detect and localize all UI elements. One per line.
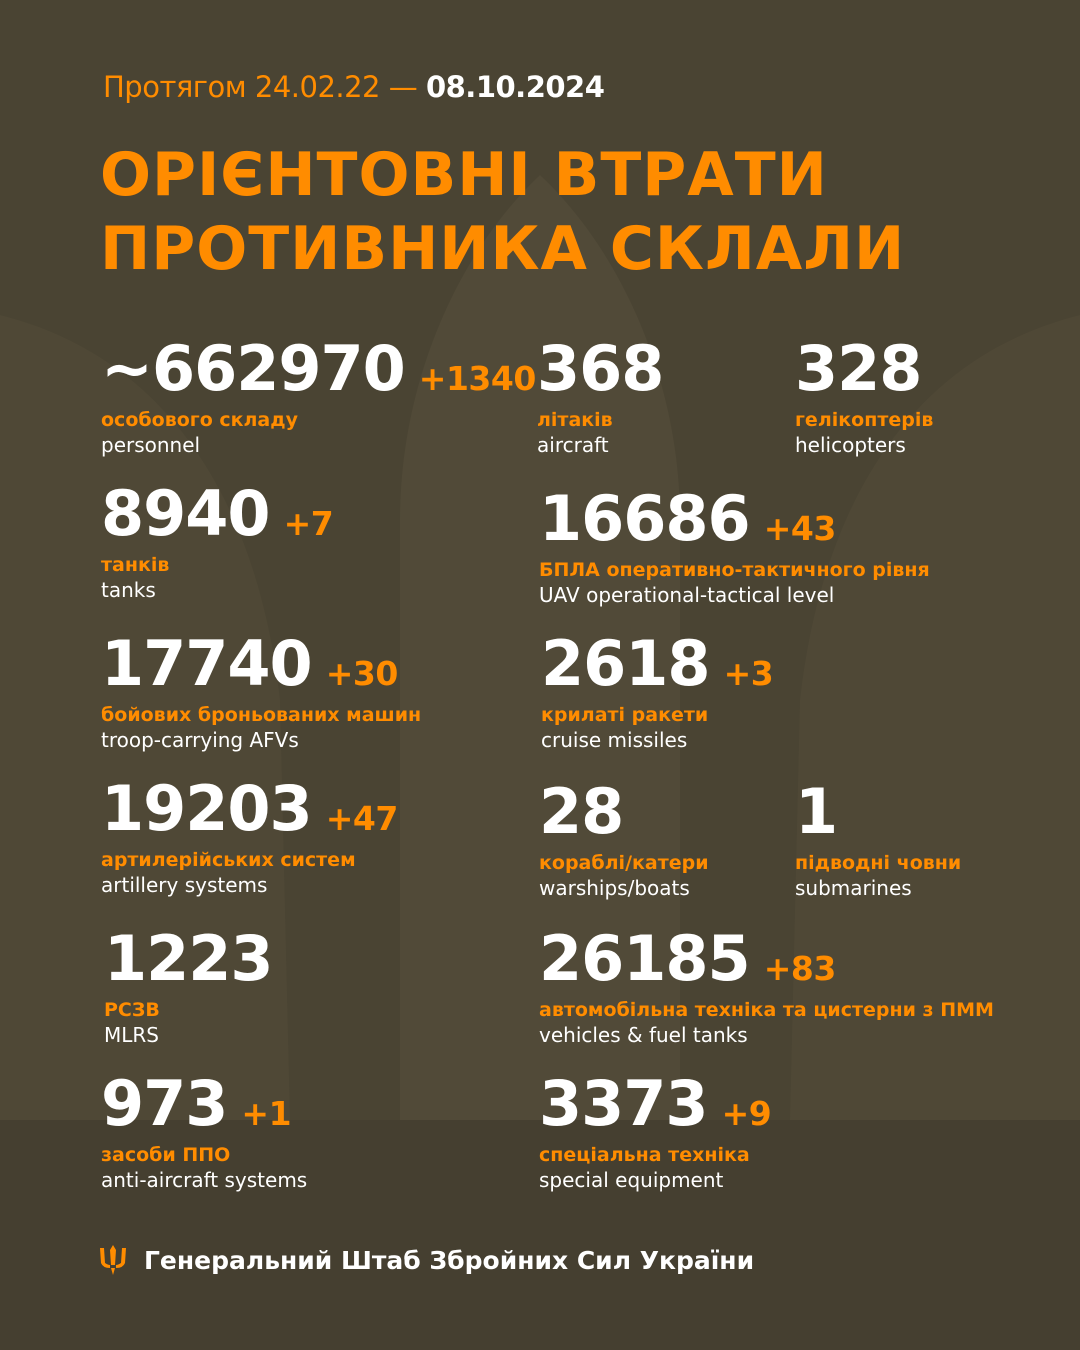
- stat-value-row: 2618 +3: [541, 633, 774, 695]
- stat-tanks: 8940 +7 танків tanks: [101, 483, 334, 603]
- stat-value-row: 16686 +43: [539, 488, 930, 550]
- stat-label-en: vehicles & fuel tanks: [539, 1023, 748, 1047]
- title-line-2: ПРОТИВНИКА СКЛАЛИ: [100, 214, 906, 284]
- stat-submarines: 1 підводні човни submarines: [795, 781, 961, 901]
- stat-value-row: 328: [795, 338, 933, 400]
- footer: Генеральний Штаб Збройних Сил України: [100, 1245, 754, 1275]
- page-title: ОРІЄНТОВНІ ВТРАТИ ПРОТИВНИКА СКЛАЛИ: [100, 138, 905, 286]
- stat-personnel: ~662970 +1340 особового складу personnel: [101, 338, 536, 458]
- stat-value-row: 19203 +47: [101, 778, 398, 840]
- stat-value: 368: [537, 332, 664, 405]
- stat-delta: +7: [283, 504, 334, 543]
- stat-anti-aircraft: 973 +1 засоби ППО anti-aircraft systems: [101, 1073, 307, 1193]
- stat-label-ua: особового складу: [101, 409, 298, 431]
- stat-delta: +43: [763, 509, 837, 548]
- stat-value-row: ~662970 +1340: [101, 338, 536, 400]
- stat-warships: 28 кораблі/катери warships/boats: [539, 781, 709, 901]
- stat-label-ua: гелікоптерів: [795, 409, 934, 431]
- stat-value: 3373: [539, 1067, 709, 1140]
- stat-label-en: UAV operational-tactical level: [539, 583, 835, 607]
- stat-vehicles: 26185 +83 автомобільна техніка та цистерни…: [539, 928, 994, 1048]
- stat-label-en: personnel: [101, 433, 201, 457]
- stat-helicopters: 328 гелікоптерів helicopters: [795, 338, 933, 458]
- period-start: Протягом 24.02.22 —: [103, 70, 418, 104]
- stat-label-ua: РСЗВ: [104, 999, 160, 1021]
- stat-delta: +47: [325, 799, 399, 838]
- stat-label-ua: БПЛА оперативно-тактичного рівня: [539, 559, 930, 581]
- stat-value: 17740: [101, 627, 313, 700]
- stat-value: ~662970: [101, 332, 406, 405]
- stat-value: 2618: [541, 627, 711, 700]
- stat-value: 16686: [539, 482, 751, 555]
- stat-label-ua: танків: [101, 554, 170, 576]
- stat-value-row: 26185 +83: [539, 928, 994, 990]
- stat-value-row: 1223: [104, 928, 274, 990]
- stat-value-row: 1: [795, 781, 961, 843]
- stat-delta: +83: [763, 949, 837, 988]
- stat-label-en: cruise missiles: [541, 728, 688, 752]
- stat-value-row: 8940 +7: [101, 483, 334, 545]
- stat-value: 1223: [104, 922, 274, 995]
- stat-delta: +1340: [418, 359, 537, 398]
- stat-uav: 16686 +43 БПЛА оперативно-тактичного рівня…: [539, 488, 930, 608]
- stat-value-row: 368: [537, 338, 664, 400]
- stat-value: 19203: [101, 772, 313, 845]
- stat-label-en: artillery systems: [101, 873, 268, 897]
- stat-cruise-missiles: 2618 +3 крилаті ракети cruise missiles: [541, 633, 774, 753]
- stat-delta: +9: [721, 1094, 772, 1133]
- stat-label-ua: автомобільна техніка та цистерни з ПММ: [539, 999, 994, 1021]
- stat-label-ua: крилаті ракети: [541, 704, 709, 726]
- stat-label-ua: спеціальна техніка: [539, 1144, 750, 1166]
- stat-label-en: aircraft: [537, 433, 609, 457]
- stat-delta: +30: [325, 654, 399, 693]
- stat-value-row: 28: [539, 781, 709, 843]
- stat-label-en: helicopters: [795, 433, 906, 457]
- stat-value: 26185: [539, 922, 751, 995]
- trident-icon: [100, 1245, 126, 1275]
- stat-label-en: special equipment: [539, 1168, 724, 1192]
- stat-label-ua: підводні човни: [795, 852, 962, 874]
- stat-label-en: troop-carrying AFVs: [101, 728, 299, 752]
- stat-delta: +1: [241, 1094, 292, 1133]
- footer-org-name: Генеральний Штаб Збройних Сил України: [144, 1245, 755, 1275]
- stat-value-row: 3373 +9: [539, 1073, 772, 1135]
- stat-artillery: 19203 +47 артилерійських систем artillery s…: [101, 778, 398, 898]
- stat-value: 973: [101, 1067, 228, 1140]
- stat-value: 8940: [101, 477, 271, 550]
- stat-special-equipment: 3373 +9 спеціальна техніка special equipmen…: [539, 1073, 772, 1193]
- stat-label-en: MLRS: [104, 1023, 159, 1047]
- period-end: 08.10.2024: [425, 70, 605, 104]
- period-subtitle: Протягом 24.02.22 — 08.10.2024: [103, 70, 605, 104]
- stat-label-en: anti-aircraft systems: [101, 1168, 308, 1192]
- stat-value: 328: [795, 332, 922, 405]
- stat-delta: +3: [723, 654, 774, 693]
- stat-mlrs: 1223 РСЗВ MLRS: [104, 928, 274, 1048]
- stat-label-en: tanks: [101, 578, 156, 602]
- stat-value: 1: [795, 775, 838, 848]
- stat-label-ua: кораблі/катери: [539, 852, 709, 874]
- stat-aircraft: 368 літаків aircraft: [537, 338, 664, 458]
- stat-label-ua: артилерійських систем: [101, 849, 356, 871]
- stat-label-en: submarines: [795, 876, 912, 900]
- stat-label-ua: засоби ППО: [101, 1144, 231, 1166]
- stat-value-row: 17740 +30: [101, 633, 421, 695]
- stat-value: 28: [539, 775, 624, 848]
- stat-label-ua: літаків: [537, 409, 613, 431]
- stat-afv: 17740 +30 бойових броньованих машин troop-c…: [101, 633, 421, 753]
- stat-label-ua: бойових броньованих машин: [101, 704, 422, 726]
- stat-value-row: 973 +1: [101, 1073, 307, 1135]
- title-line-1: ОРІЄНТОВНІ ВТРАТИ: [100, 140, 828, 210]
- stat-label-en: warships/boats: [539, 876, 690, 900]
